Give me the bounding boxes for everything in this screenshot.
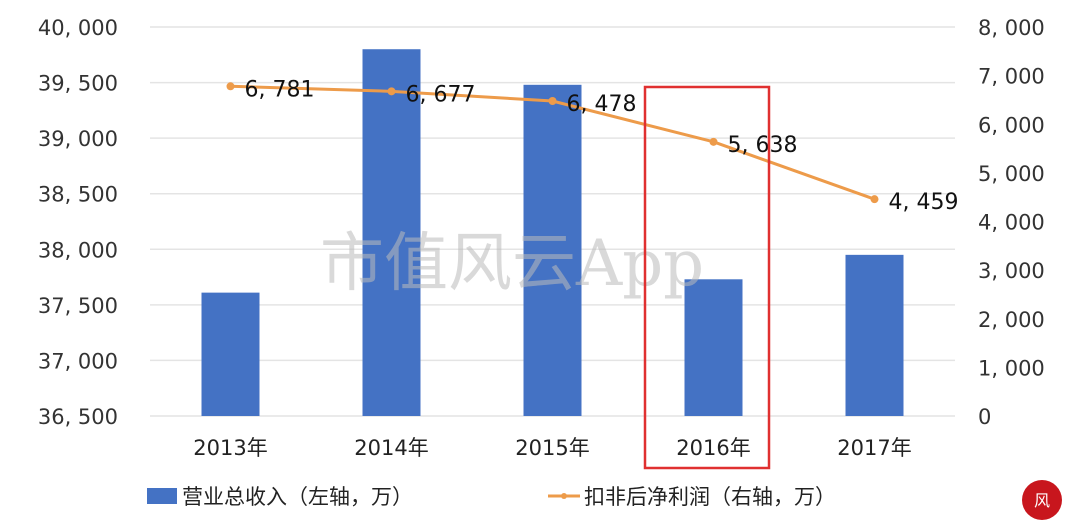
left-axis-tick: 40, 000 bbox=[38, 16, 118, 40]
logo: 风 bbox=[1022, 480, 1062, 520]
bar-2014年 bbox=[362, 49, 421, 416]
profit-data-label: 6, 781 bbox=[245, 77, 315, 102]
profit-point bbox=[548, 97, 557, 106]
right-axis-tick: 8, 000 bbox=[978, 16, 1045, 40]
profit-data-label: 6, 677 bbox=[406, 82, 476, 107]
bar-2015年 bbox=[523, 84, 582, 417]
svg-text:风: 风 bbox=[1034, 491, 1050, 510]
profit-point bbox=[226, 82, 235, 91]
x-axis-label: 2013年 bbox=[193, 436, 267, 460]
left-axis-tick: 39, 500 bbox=[38, 72, 118, 96]
right-axis-tick: 6, 000 bbox=[978, 113, 1045, 137]
left-axis-tick: 39, 000 bbox=[38, 127, 118, 151]
left-axis-tick: 37, 500 bbox=[38, 294, 118, 318]
left-axis-tick: 36, 500 bbox=[38, 405, 118, 429]
right-axis-tick: 4, 000 bbox=[978, 211, 1045, 235]
left-axis-tick: 38, 500 bbox=[38, 183, 118, 207]
highlight-box-2016 bbox=[643, 85, 771, 470]
right-axis-tick: 7, 000 bbox=[978, 65, 1045, 89]
x-axis-label: 2015年 bbox=[515, 436, 589, 460]
legend-label-profit: 扣非后净利润（右轴，万） bbox=[584, 485, 836, 509]
x-axis-label: 2016年 bbox=[676, 436, 750, 460]
legend-swatch-revenue bbox=[147, 488, 177, 504]
right-axis-tick: 5, 000 bbox=[978, 162, 1045, 186]
profit-point bbox=[870, 195, 879, 204]
bar-2017年 bbox=[845, 254, 904, 416]
profit-data-label: 5, 638 bbox=[728, 133, 798, 158]
profit-data-label: 6, 478 bbox=[567, 92, 637, 117]
profit-point bbox=[387, 87, 396, 96]
bar-2016年 bbox=[684, 279, 743, 416]
x-axis-label: 2017年 bbox=[837, 436, 911, 460]
x-axis-label: 2014年 bbox=[354, 436, 428, 460]
right-axis-tick: 2, 000 bbox=[978, 308, 1045, 332]
left-axis-tick: 38, 000 bbox=[38, 238, 118, 262]
right-axis-tick: 3, 000 bbox=[978, 259, 1045, 283]
profit-point bbox=[709, 137, 718, 146]
watermark: 市值风云App bbox=[320, 227, 704, 301]
legend: 营业总收入（左轴，万） 扣非后净利润（右轴，万） bbox=[147, 485, 836, 509]
left-axis-tick: 37, 000 bbox=[38, 349, 118, 373]
right-axis-tick: 1, 000 bbox=[978, 356, 1045, 380]
profit-data-label: 4, 459 bbox=[889, 190, 959, 215]
right-axis-tick: 0 bbox=[978, 405, 991, 429]
bar-2013年 bbox=[201, 292, 260, 416]
legend-label-revenue: 营业总收入（左轴，万） bbox=[182, 485, 413, 509]
